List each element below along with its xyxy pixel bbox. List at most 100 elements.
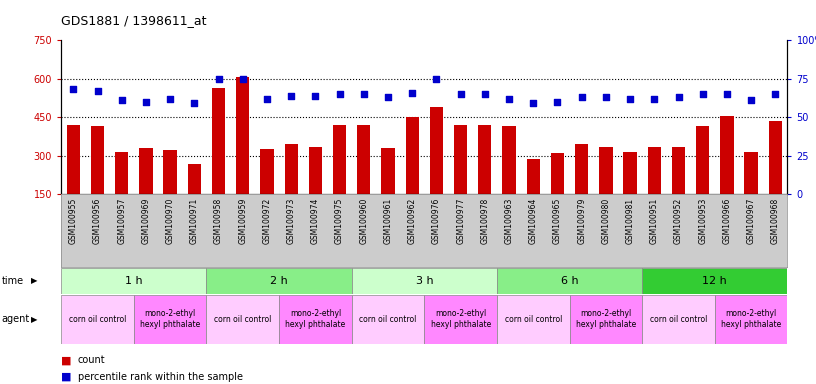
Point <box>236 76 249 82</box>
Bar <box>381 148 395 232</box>
Point <box>672 94 685 100</box>
Text: mono-2-ethyl
hexyl phthalate: mono-2-ethyl hexyl phthalate <box>576 310 636 329</box>
Text: GSM100952: GSM100952 <box>674 198 683 244</box>
Point <box>212 76 225 82</box>
Bar <box>352 295 424 344</box>
Point <box>308 93 322 99</box>
Text: mono-2-ethyl
hexyl phthalate: mono-2-ethyl hexyl phthalate <box>431 310 490 329</box>
Text: GSM100962: GSM100962 <box>408 198 417 244</box>
Text: GSM100951: GSM100951 <box>650 198 659 244</box>
Bar <box>648 147 661 232</box>
Bar <box>406 117 419 232</box>
Text: GSM100971: GSM100971 <box>190 198 199 244</box>
Text: GSM100973: GSM100973 <box>286 198 295 244</box>
Text: GSM100981: GSM100981 <box>626 198 635 244</box>
Text: corn oil control: corn oil control <box>69 314 126 324</box>
Text: GSM100975: GSM100975 <box>335 198 344 244</box>
Text: mono-2-ethyl
hexyl phthalate: mono-2-ethyl hexyl phthalate <box>721 310 781 329</box>
Bar <box>140 148 153 232</box>
Bar <box>744 152 758 232</box>
Text: ▶: ▶ <box>31 276 38 285</box>
Bar <box>206 295 279 344</box>
Text: GSM100961: GSM100961 <box>384 198 392 244</box>
Bar <box>308 147 322 232</box>
Bar <box>163 151 177 232</box>
Text: GSM100969: GSM100969 <box>141 198 150 244</box>
Bar <box>134 295 206 344</box>
Bar <box>115 152 128 232</box>
Text: GSM100965: GSM100965 <box>553 198 562 244</box>
Text: 1 h: 1 h <box>125 276 143 286</box>
Text: ■: ■ <box>61 372 72 382</box>
Point <box>721 91 734 97</box>
Text: GSM100964: GSM100964 <box>529 198 538 244</box>
Text: GSM100980: GSM100980 <box>601 198 610 244</box>
Text: corn oil control: corn oil control <box>214 314 272 324</box>
Bar <box>696 126 709 232</box>
Bar <box>333 125 346 232</box>
Bar <box>279 295 352 344</box>
Text: GSM100959: GSM100959 <box>238 198 247 244</box>
Text: corn oil control: corn oil control <box>650 314 707 324</box>
Bar <box>672 147 685 232</box>
Point <box>454 91 467 97</box>
Text: ■: ■ <box>61 355 72 365</box>
Text: GSM100977: GSM100977 <box>456 198 465 244</box>
Bar <box>623 152 636 232</box>
Point <box>91 88 104 94</box>
Bar <box>551 153 564 232</box>
Bar <box>285 144 298 232</box>
Bar <box>526 159 540 232</box>
Bar <box>575 144 588 232</box>
Text: count: count <box>78 355 105 365</box>
Bar <box>721 116 734 232</box>
Text: time: time <box>2 276 24 286</box>
Point <box>260 96 273 102</box>
Bar <box>497 295 570 344</box>
Bar <box>599 147 613 232</box>
Text: GSM100956: GSM100956 <box>93 198 102 244</box>
Text: GSM100974: GSM100974 <box>311 198 320 244</box>
Point <box>769 91 782 97</box>
Point <box>478 91 491 97</box>
Text: 12 h: 12 h <box>703 276 727 286</box>
Text: mono-2-ethyl
hexyl phthalate: mono-2-ethyl hexyl phthalate <box>140 310 200 329</box>
Bar <box>497 268 642 294</box>
Text: GSM100957: GSM100957 <box>118 198 126 244</box>
Point <box>551 99 564 105</box>
Text: 3 h: 3 h <box>415 276 433 286</box>
Bar <box>260 149 273 232</box>
Text: 6 h: 6 h <box>561 276 579 286</box>
Bar <box>424 295 497 344</box>
Bar <box>352 268 497 294</box>
Text: corn oil control: corn oil control <box>504 314 562 324</box>
Point <box>744 97 757 103</box>
Bar <box>91 126 104 232</box>
Point <box>503 96 516 102</box>
Text: GSM100972: GSM100972 <box>263 198 272 244</box>
Point <box>696 91 709 97</box>
Text: GSM100978: GSM100978 <box>481 198 490 244</box>
Point <box>285 93 298 99</box>
Text: GSM100960: GSM100960 <box>359 198 368 244</box>
Bar <box>570 295 642 344</box>
Point <box>575 94 588 100</box>
Bar <box>430 107 443 232</box>
Bar <box>188 164 201 232</box>
Text: GSM100953: GSM100953 <box>698 198 707 244</box>
Bar <box>769 121 782 232</box>
Point <box>163 96 176 102</box>
Point <box>526 100 539 106</box>
Text: GSM100968: GSM100968 <box>771 198 780 244</box>
Text: ▶: ▶ <box>31 314 38 324</box>
Bar <box>236 78 250 232</box>
Point <box>623 96 636 102</box>
Text: corn oil control: corn oil control <box>359 314 417 324</box>
Bar <box>478 125 491 232</box>
Text: 2 h: 2 h <box>270 276 288 286</box>
Point <box>67 86 80 93</box>
Text: GSM100967: GSM100967 <box>747 198 756 244</box>
Bar <box>206 268 352 294</box>
Bar <box>61 295 134 344</box>
Point <box>648 96 661 102</box>
